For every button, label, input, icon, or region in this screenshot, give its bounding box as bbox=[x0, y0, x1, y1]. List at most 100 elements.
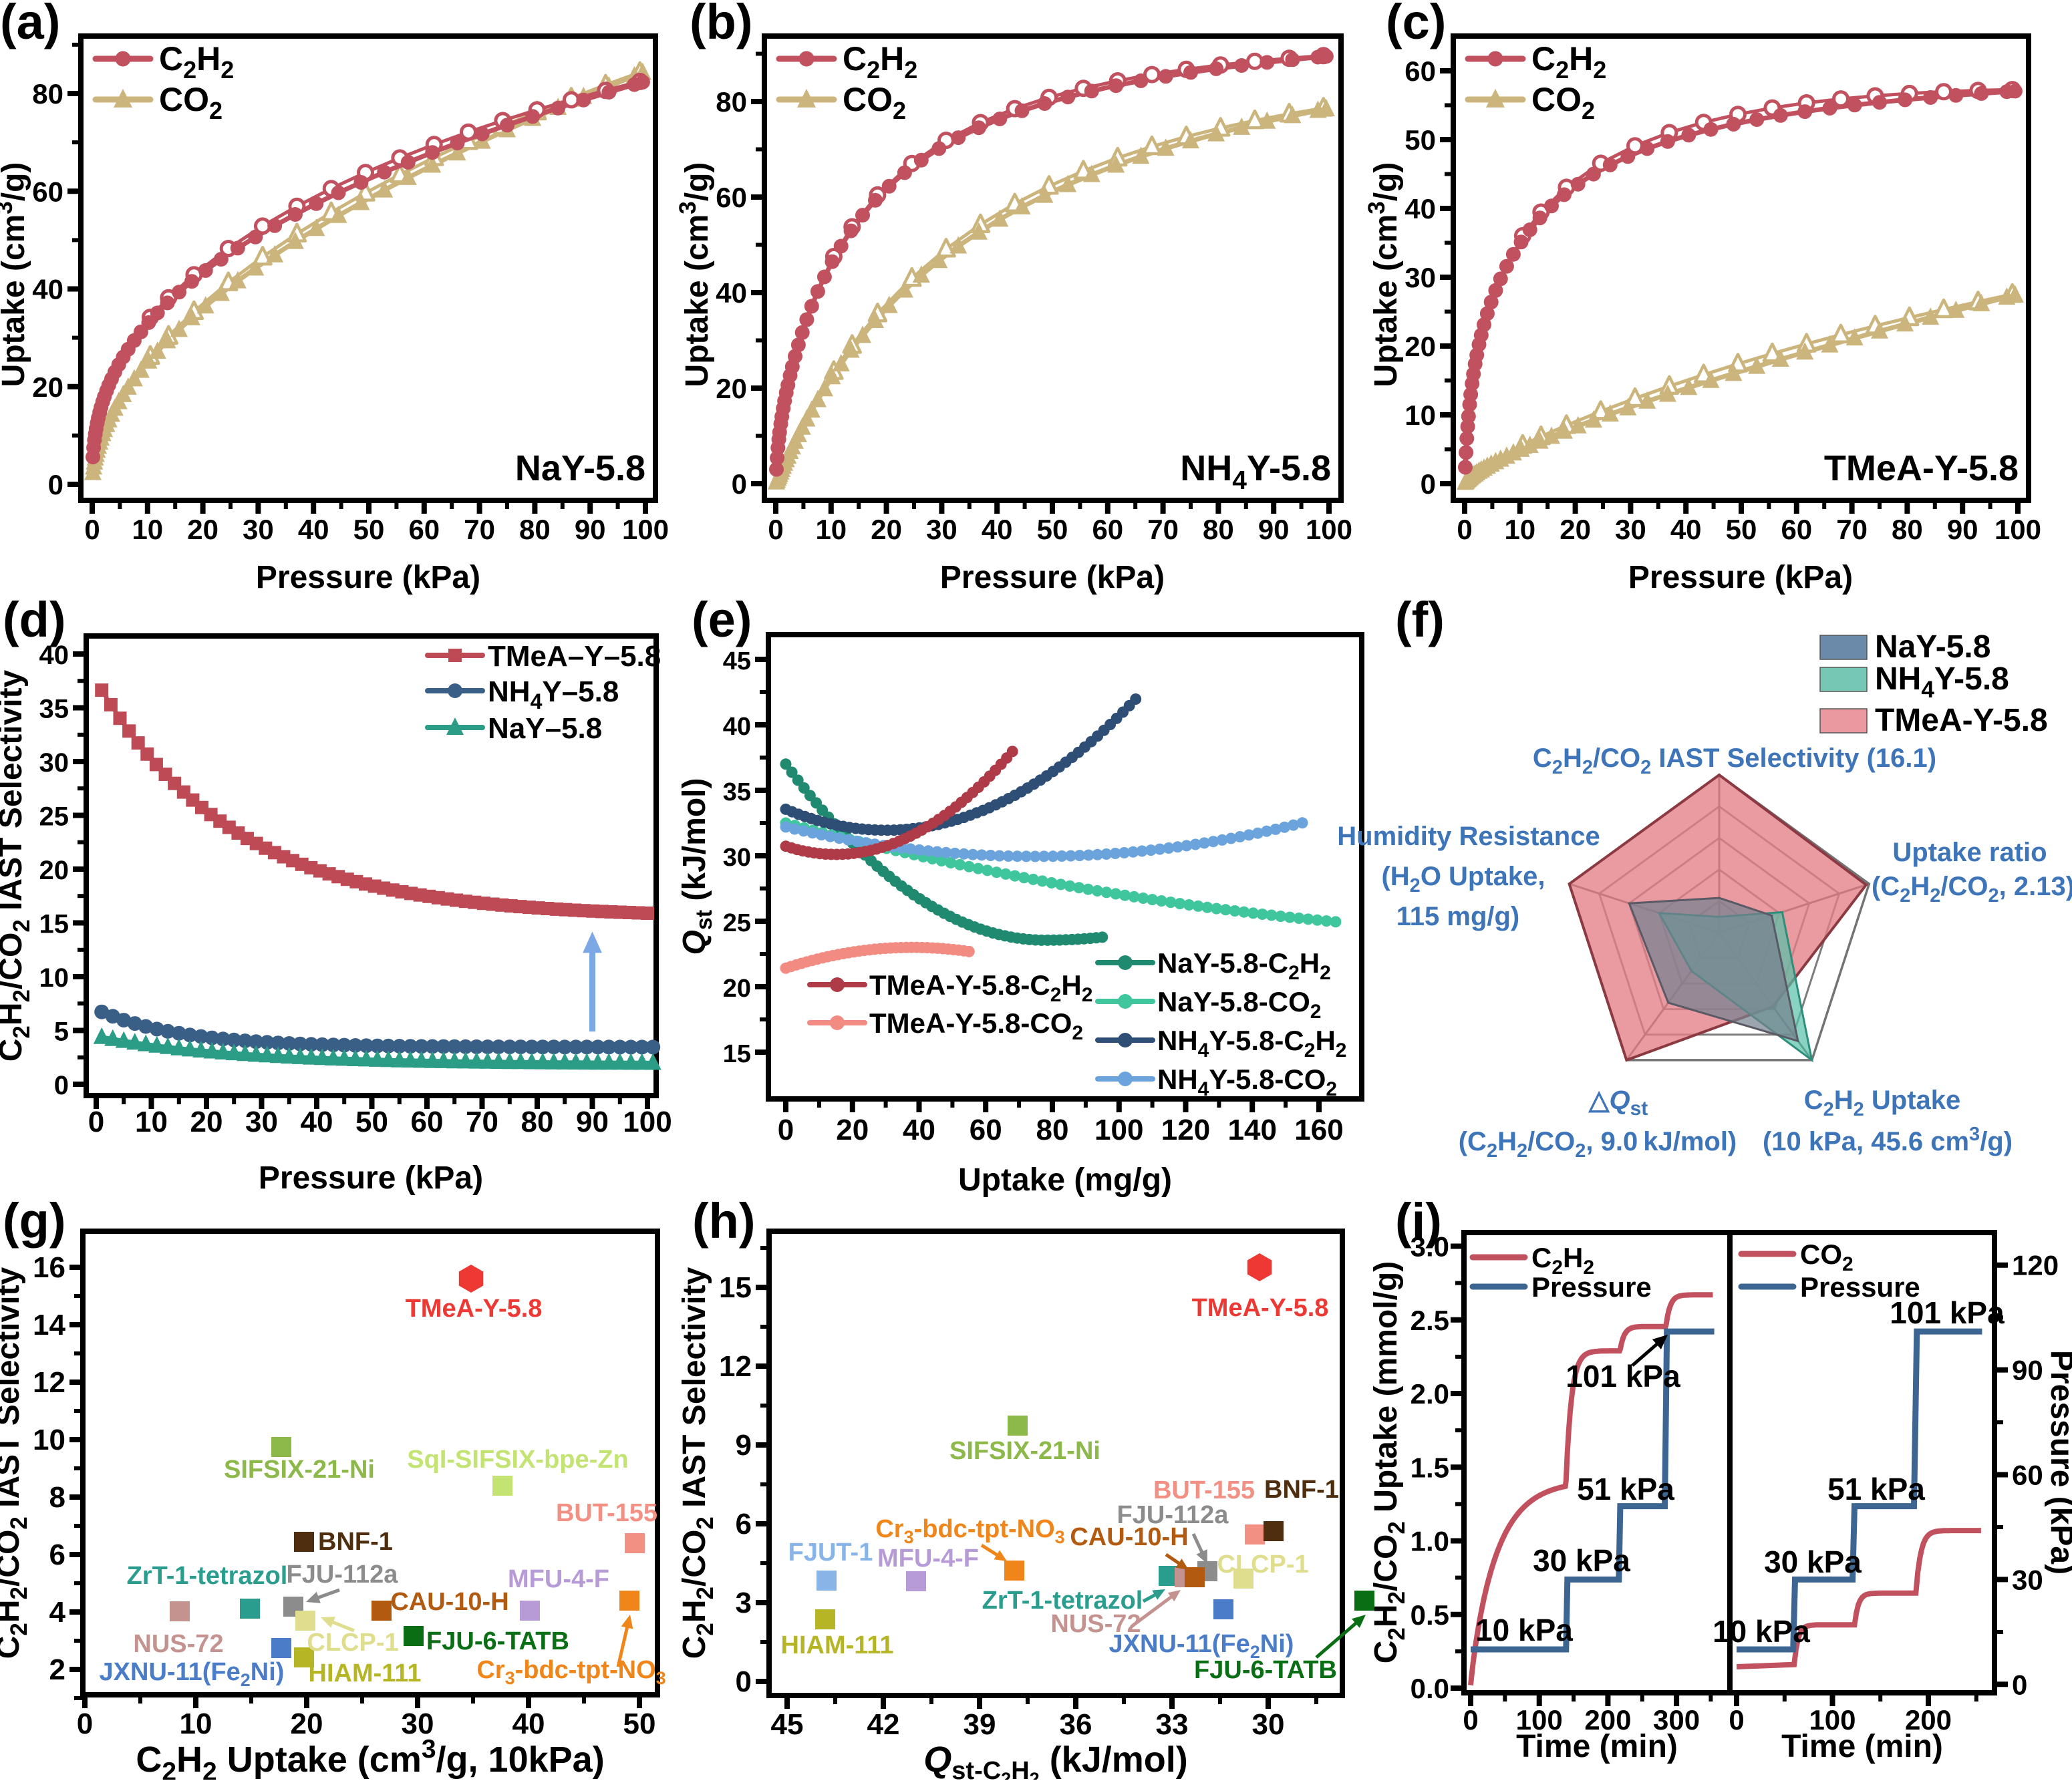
svg-text:20: 20 bbox=[716, 373, 747, 404]
svg-text:Humidity Resistance: Humidity Resistance bbox=[1337, 822, 1600, 851]
svg-text:Time (min): Time (min) bbox=[1516, 1729, 1678, 1764]
svg-text:70: 70 bbox=[1836, 514, 1868, 545]
svg-text:(d): (d) bbox=[3, 592, 66, 647]
svg-text:(f): (f) bbox=[1395, 592, 1445, 647]
svg-text:40: 40 bbox=[39, 641, 69, 670]
svg-text:20: 20 bbox=[190, 1106, 223, 1138]
svg-text:FJU-6-TATB: FJU-6-TATB bbox=[426, 1627, 569, 1655]
svg-text:120: 120 bbox=[1161, 1114, 1210, 1146]
svg-text:30 kPa: 30 kPa bbox=[1764, 1545, 1862, 1579]
svg-text:40: 40 bbox=[716, 277, 747, 309]
svg-text:CLCP-1: CLCP-1 bbox=[307, 1629, 398, 1657]
svg-text:300: 300 bbox=[1653, 1704, 1700, 1736]
svg-text:40: 40 bbox=[982, 514, 1013, 545]
svg-text:SIFSIX-21-Ni: SIFSIX-21-Ni bbox=[949, 1437, 1100, 1465]
svg-text:100: 100 bbox=[1516, 1704, 1563, 1736]
svg-text:30: 30 bbox=[926, 514, 957, 545]
svg-text:5: 5 bbox=[54, 1017, 69, 1047]
svg-text:NH4​Y-5.8: NH4​Y-5.8 bbox=[1875, 661, 2009, 703]
svg-text:33: 33 bbox=[1156, 1708, 1189, 1741]
svg-text:TMeA-Y-5.8: TMeA-Y-5.8 bbox=[1824, 448, 2019, 488]
svg-text:50: 50 bbox=[1404, 124, 1436, 156]
svg-text:CLCP-1: CLCP-1 bbox=[1217, 1551, 1308, 1579]
svg-text:20: 20 bbox=[187, 514, 218, 545]
svg-text:10: 10 bbox=[39, 963, 69, 993]
svg-text:40: 40 bbox=[723, 713, 751, 741]
svg-text:9: 9 bbox=[736, 1429, 752, 1462]
svg-text:JXNU-11(Fe2​Ni): JXNU-11(Fe2​Ni) bbox=[100, 1658, 285, 1690]
svg-text:NaY–5.8: NaY–5.8 bbox=[488, 712, 602, 745]
svg-text:15: 15 bbox=[719, 1271, 752, 1304]
svg-text:35: 35 bbox=[723, 778, 751, 806]
svg-text:20: 20 bbox=[836, 1114, 869, 1146]
svg-text:40: 40 bbox=[301, 1106, 333, 1138]
svg-text:60: 60 bbox=[1092, 514, 1123, 545]
svg-text:12: 12 bbox=[33, 1366, 65, 1399]
svg-text:30: 30 bbox=[39, 748, 69, 778]
svg-text:101 kPa: 101 kPa bbox=[1890, 1295, 2005, 1330]
svg-text:Pressure (kPa): Pressure (kPa) bbox=[940, 560, 1165, 595]
svg-text:2.5: 2.5 bbox=[1411, 1305, 1449, 1336]
svg-text:BUT-155: BUT-155 bbox=[1153, 1476, 1255, 1504]
svg-text:50: 50 bbox=[1037, 514, 1068, 545]
svg-text:TMeA-Y-5.8: TMeA-Y-5.8 bbox=[1875, 703, 2048, 738]
svg-text:20: 20 bbox=[1404, 331, 1436, 362]
svg-text:6: 6 bbox=[736, 1508, 752, 1541]
svg-text:Uptake ratio: Uptake ratio bbox=[1892, 838, 2047, 867]
svg-text:100: 100 bbox=[1094, 1114, 1143, 1146]
svg-text:3: 3 bbox=[736, 1587, 752, 1619]
svg-text:30: 30 bbox=[402, 1708, 434, 1740]
svg-text:NH4​Y–5.8: NH4​Y–5.8 bbox=[488, 675, 619, 713]
svg-text:Pressure: Pressure bbox=[1531, 1271, 1652, 1303]
svg-text:20: 20 bbox=[32, 371, 63, 403]
svg-text:MFU-4-F: MFU-4-F bbox=[877, 1545, 979, 1573]
svg-text:10: 10 bbox=[33, 1424, 65, 1456]
svg-text:80: 80 bbox=[1036, 1114, 1069, 1146]
svg-text:120: 120 bbox=[2012, 1250, 2059, 1281]
svg-text:Qst (kJ/mol): Qst (kJ/mol) bbox=[677, 778, 717, 955]
svg-text:50: 50 bbox=[353, 514, 385, 545]
svg-text:30: 30 bbox=[1252, 1708, 1285, 1741]
svg-text:60: 60 bbox=[2012, 1460, 2043, 1491]
svg-text:50: 50 bbox=[1726, 514, 1757, 545]
svg-text:0: 0 bbox=[1729, 1704, 1744, 1736]
svg-text:NaY-5.8: NaY-5.8 bbox=[1875, 629, 1990, 665]
svg-text:12: 12 bbox=[719, 1350, 752, 1383]
svg-text:0: 0 bbox=[732, 468, 747, 500]
svg-text:20: 20 bbox=[1560, 514, 1591, 545]
svg-text:TMeA–Y–5.8: TMeA–Y–5.8 bbox=[488, 640, 661, 673]
svg-text:10: 10 bbox=[135, 1106, 168, 1138]
svg-text:0: 0 bbox=[48, 469, 63, 500]
svg-text:MFU-4-F: MFU-4-F bbox=[508, 1565, 609, 1593]
svg-text:90: 90 bbox=[1258, 514, 1290, 545]
svg-text:JXNU-11(Fe2​Ni): JXNU-11(Fe2​Ni) bbox=[1109, 1630, 1294, 1662]
svg-text:30: 30 bbox=[723, 844, 751, 872]
svg-text:Uptake (cm3​/g): Uptake (cm3​/g) bbox=[0, 162, 31, 387]
svg-text:30: 30 bbox=[2012, 1564, 2043, 1595]
svg-text:NaY-5.8-CO2​: NaY-5.8-CO2​ bbox=[1157, 986, 1321, 1023]
svg-text:100: 100 bbox=[1994, 514, 2041, 545]
svg-text:Pressure (kPa): Pressure (kPa) bbox=[1628, 560, 1853, 595]
svg-text:39: 39 bbox=[964, 1708, 996, 1741]
svg-text:80: 80 bbox=[1203, 514, 1234, 545]
svg-text:SIFSIX-21-Ni: SIFSIX-21-Ni bbox=[224, 1456, 375, 1484]
svg-text:BUT-155: BUT-155 bbox=[556, 1499, 657, 1527]
svg-text:40: 40 bbox=[1670, 514, 1702, 545]
svg-text:(g): (g) bbox=[3, 1193, 66, 1249]
svg-text:0: 0 bbox=[778, 1114, 794, 1146]
svg-text:(i): (i) bbox=[1395, 1193, 1442, 1249]
svg-text:100: 100 bbox=[1306, 514, 1352, 545]
svg-text:(b): (b) bbox=[690, 0, 753, 49]
svg-text:90: 90 bbox=[2012, 1355, 2043, 1386]
svg-text:NaY-5.8-C2​H2​: NaY-5.8-C2​H2​ bbox=[1157, 947, 1331, 984]
svg-text:BNF-1: BNF-1 bbox=[318, 1528, 393, 1556]
svg-text:101 kPa: 101 kPa bbox=[1566, 1359, 1680, 1394]
svg-text:60: 60 bbox=[1404, 55, 1436, 87]
svg-text:Uptake (cm3​/g): Uptake (cm3​/g) bbox=[1364, 162, 1404, 387]
svg-text:CAU-10-H: CAU-10-H bbox=[390, 1588, 508, 1616]
svg-text:100: 100 bbox=[623, 1106, 672, 1138]
svg-text:FJUT-1: FJUT-1 bbox=[788, 1538, 873, 1567]
svg-text:0: 0 bbox=[1421, 468, 1436, 500]
svg-text:90: 90 bbox=[1947, 514, 1978, 545]
svg-text:40: 40 bbox=[1404, 193, 1436, 224]
